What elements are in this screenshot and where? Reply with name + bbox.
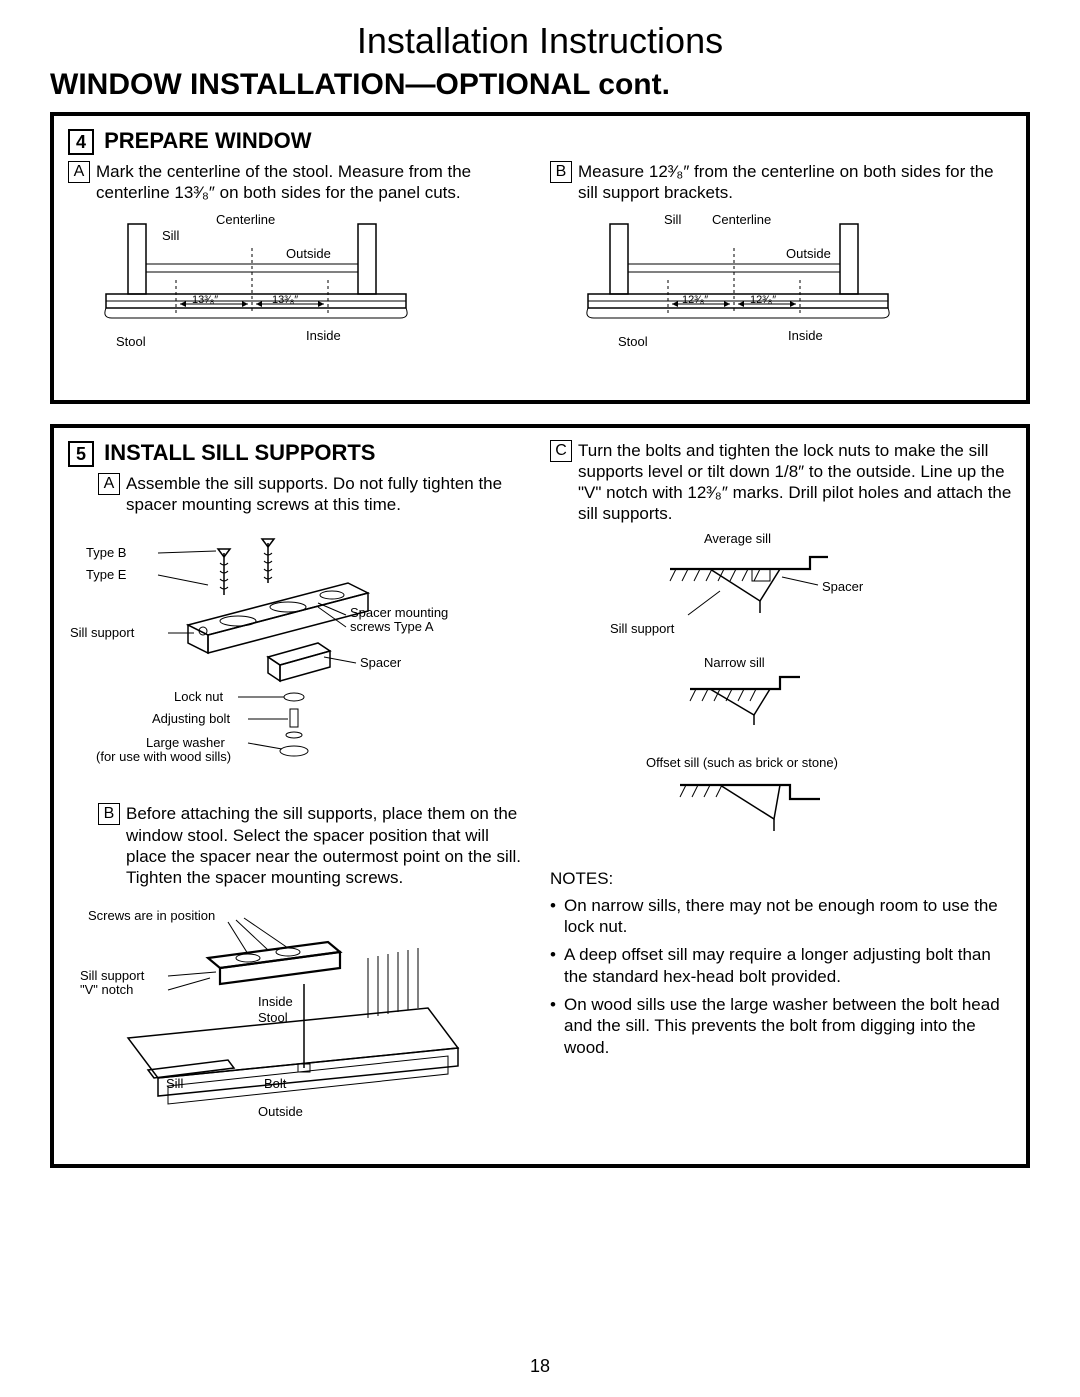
d5b-vnotch: "V" notch [80,982,133,997]
step5-diagram-c: Average sill Spacer Sill support Narrow … [650,535,1012,855]
d4b-stool: Stool [618,334,648,349]
step4-diagram-a: Sill Centerline Outside Inside Stool 13³… [88,214,530,374]
step4-number: 4 [68,129,94,155]
d5c-spacer: Spacer [822,579,863,594]
step4-a-text: Mark the centerline of the stool. Measur… [96,161,530,204]
step5-b-text: Before attaching the sill supports, plac… [126,803,530,888]
d4b-dim1: 12³⁄₈″ [682,294,708,306]
step5-header: 5 INSTALL SILL SUPPORTS [68,440,530,467]
d5a-sm2: screws Type A [350,619,434,634]
step5-instr-c: C Turn the bolts and tighten the lock nu… [550,440,1012,525]
d4b-sill: Sill [664,212,681,227]
d4b-dim2: 12³⁄₈″ [750,294,776,306]
step4-diagram-b: Sill Centerline Outside Inside Stool 12³… [570,214,1012,374]
step5-diagram-b: Screws are in position Sill support "V" … [68,898,530,1138]
d5a-spacer: Spacer [360,655,401,670]
step4-b-text: Measure 12³⁄₈″ from the centerline on bo… [578,161,1012,204]
notes-list: On narrow sills, there may not be enough… [550,895,1012,1059]
d5a-adjbolt: Adjusting bolt [152,711,230,726]
d5b-stool: Stool [258,1010,288,1025]
note-item: On wood sills use the large washer betwe… [550,994,1012,1059]
d5b-inside: Inside [258,994,293,1009]
d5b-screwspos: Screws are in position [88,908,215,923]
d5b-sill: Sill [166,1076,183,1091]
d5a-typeb: Type B [86,545,126,560]
step5-b-label: B [98,803,120,825]
d5a-locknut: Lock nut [174,689,223,704]
step5-diagram-a: Type B Type E Sill support Spacer mounti… [68,525,530,795]
step4-instr-a: A Mark the centerline of the stool. Meas… [68,161,530,204]
step5-number: 5 [68,441,94,467]
step5-instr-a: A Assemble the sill supports. Do not ful… [98,473,530,516]
d5a-forwood: (for use with wood sills) [96,749,231,764]
d5a-typee: Type E [86,567,126,582]
step5-instr-b: B Before attaching the sill supports, pl… [98,803,530,888]
d5c-avg: Average sill [704,531,771,546]
d5b-sillsupport: Sill support [80,968,144,983]
step5-c-label: C [550,440,572,462]
step5-c-text: Turn the bolts and tighten the lock nuts… [578,440,1012,525]
d5c-narrow: Narrow sill [704,655,765,670]
step4-b-label: B [550,161,572,183]
d5b-bolt: Bolt [264,1076,286,1091]
note-item: A deep offset sill may require a longer … [550,944,1012,988]
d4a-stool: Stool [116,334,146,349]
d5a-washer: Large washer [146,735,225,750]
step4-box: 4 PREPARE WINDOW A Mark the centerline o… [50,112,1030,404]
d5b-outside: Outside [258,1104,303,1119]
notes-title: NOTES: [550,869,1012,889]
d4b-centerline: Centerline [712,212,771,227]
d4a-centerline: Centerline [216,212,275,227]
step4-header: 4 PREPARE WINDOW [68,128,1012,155]
note-item: On narrow sills, there may not be enough… [550,895,1012,939]
d4b-inside: Inside [788,328,823,343]
step4-a-label: A [68,161,90,183]
d4a-inside: Inside [306,328,341,343]
d5c-sillsupport: Sill support [610,621,674,636]
d4a-dim2: 13³⁄₈″ [272,294,298,306]
d4a-dim1: 13³⁄₈″ [192,294,218,306]
page-title: Installation Instructions [50,20,1030,62]
step4-instr-b: B Measure 12³⁄₈″ from the centerline on … [550,161,1012,204]
d5c-offset: Offset sill (such as brick or stone) [646,755,838,770]
step5-a-text: Assemble the sill supports. Do not fully… [126,473,530,516]
step5-box: 5 INSTALL SILL SUPPORTS A Assemble the s… [50,424,1030,1169]
section-title: WINDOW INSTALLATION—OPTIONAL cont. [50,68,1030,102]
d5a-sm1: Spacer mounting [350,605,448,620]
d5a-sillsupport: Sill support [70,625,134,640]
step5-title: INSTALL SILL SUPPORTS [104,440,375,465]
step5-a-label: A [98,473,120,495]
d4a-outside: Outside [286,246,331,261]
d4b-outside: Outside [786,246,831,261]
step4-title: PREPARE WINDOW [104,128,311,153]
d4a-sill: Sill [162,228,179,243]
page-number: 18 [530,1356,550,1377]
